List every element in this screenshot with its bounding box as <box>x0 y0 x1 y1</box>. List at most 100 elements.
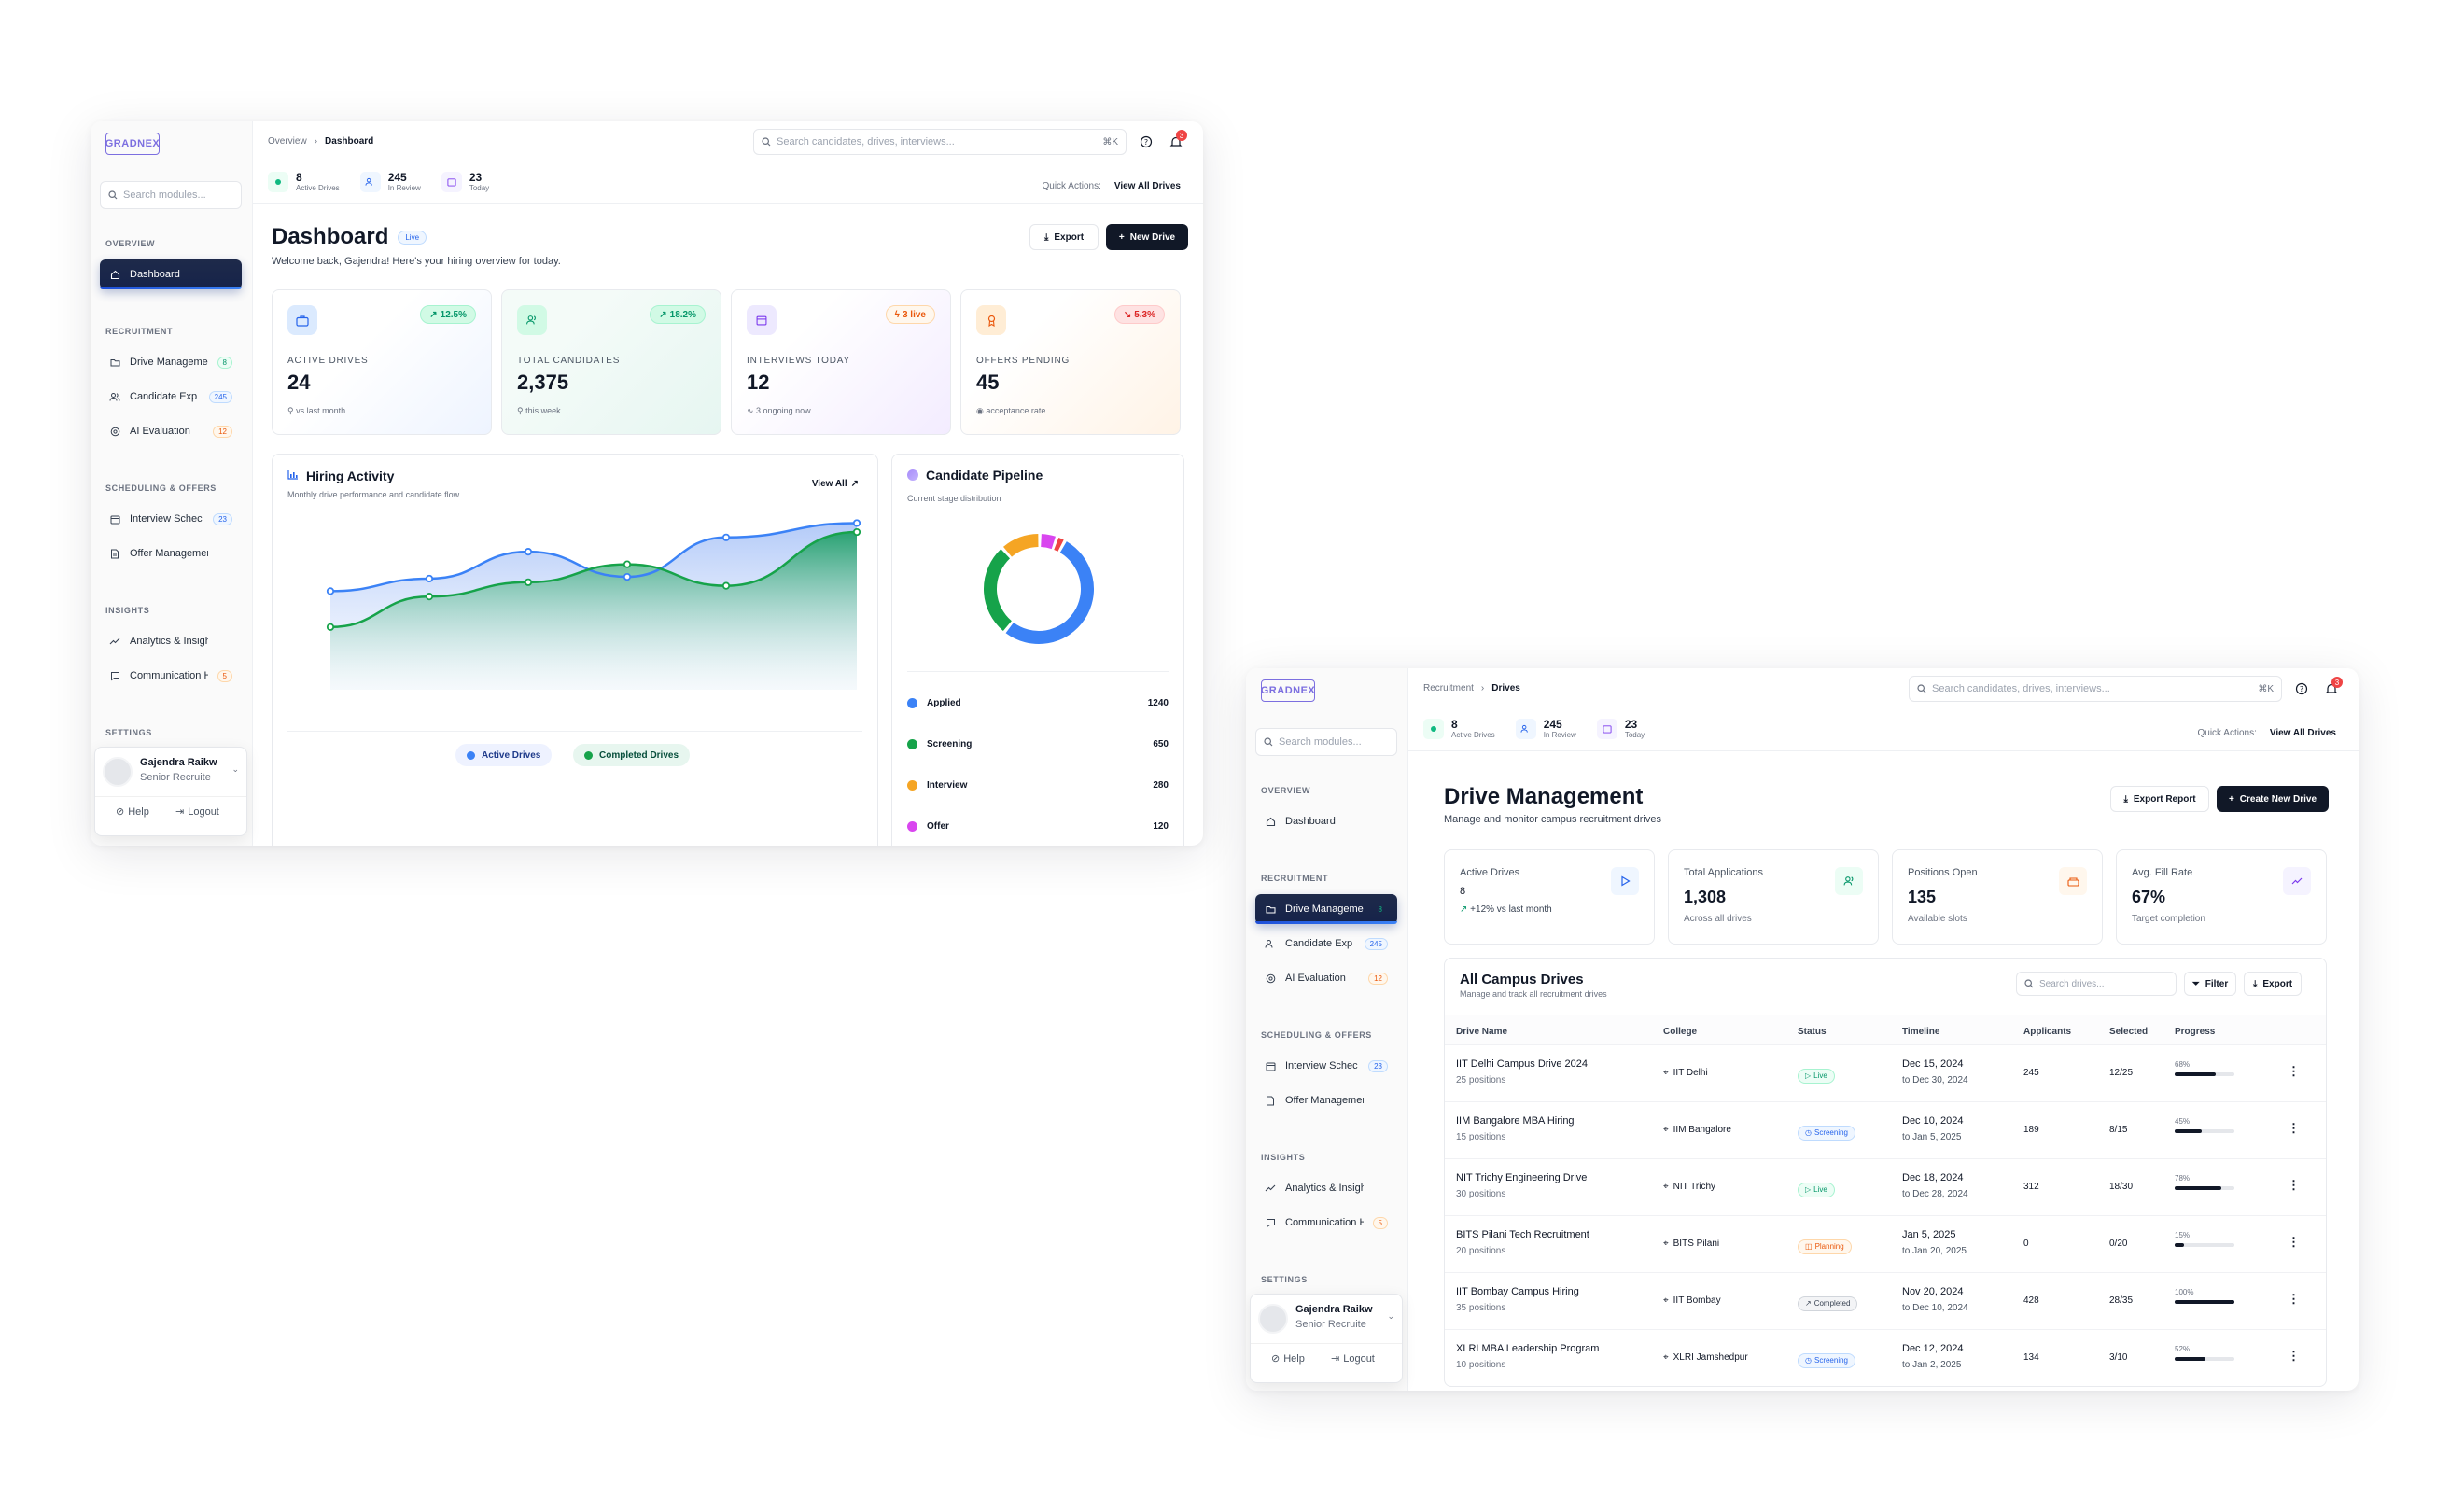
sidebar-item-analytics[interactable]: Analytics & Insights <box>1255 1173 1397 1203</box>
view-all-drives-link[interactable]: View All Drives <box>1113 181 1181 191</box>
export-report-button[interactable]: ⤓ Export Report <box>2110 786 2209 812</box>
user-card[interactable]: Gajendra Raikw Senior Recruite ⌄ ⊘ Help ⇥… <box>94 747 247 836</box>
table-row[interactable]: IIM Bangalore MBA Hiring 15 positions ⌖ IIM… <box>1445 1101 2326 1158</box>
legend-completed-drives[interactable]: Completed Drives <box>573 744 691 766</box>
data-point[interactable] <box>326 587 335 595</box>
donut-slice-screening[interactable] <box>984 549 1013 631</box>
bell-icon[interactable]: 3 <box>2323 677 2343 697</box>
pipeline-row-screening[interactable]: Screening 650 <box>907 735 1169 753</box>
drive-name[interactable]: BITS Pilani Tech Recruitment <box>1456 1229 1589 1240</box>
sidebar-item-candidate-experience[interactable]: Candidate Exp 245 <box>1255 929 1397 959</box>
data-point[interactable] <box>524 548 533 556</box>
drives-search-input[interactable]: Search drives... <box>2016 972 2177 996</box>
data-point[interactable] <box>721 533 731 541</box>
chevron-down-icon[interactable]: ⌄ <box>1387 1311 1394 1321</box>
view-all-link[interactable]: View All ↗ <box>812 479 859 489</box>
column-header[interactable]: Timeline <box>1902 1027 1940 1037</box>
table-row[interactable]: IIT Bombay Campus Hiring 35 positions ⌖ IIT… <box>1445 1272 2326 1329</box>
drive-name[interactable]: IIT Delhi Campus Drive 2024 <box>1456 1058 1589 1070</box>
kpi-card-offers-pending[interactable]: ↘ 5.3% OFFERS PENDING 45 ◉ acceptance rat… <box>960 289 1181 435</box>
more-actions-icon[interactable]: ⋮ <box>2288 1121 2300 1135</box>
data-point[interactable] <box>623 572 632 581</box>
sidebar-item-interview-schedule[interactable]: Interview Schec 23 <box>100 504 242 534</box>
sidebar-item-drive-management[interactable]: Drive Manageme 8 <box>1255 894 1397 924</box>
more-actions-icon[interactable]: ⋮ <box>2288 1178 2300 1192</box>
kpi-card-positions-open[interactable]: Positions Open 135 Available slots <box>1892 849 2103 945</box>
data-point[interactable] <box>852 527 861 537</box>
breadcrumb-parent[interactable]: Recruitment <box>1423 683 1474 693</box>
global-search-input[interactable]: Search candidates, drives, interviews...… <box>753 129 1127 155</box>
drive-name[interactable]: NIT Trichy Engineering Drive <box>1456 1172 1588 1183</box>
logout-button[interactable]: ⇥ Logout <box>1331 1352 1375 1365</box>
pipeline-row-interview[interactable]: Interview 280 <box>907 776 1169 794</box>
more-actions-icon[interactable]: ⋮ <box>2288 1235 2300 1249</box>
logout-button[interactable]: ⇥ Logout <box>175 805 219 819</box>
kpi-card-active-drives[interactable]: ↗ 12.5% ACTIVE DRIVES 24 ⚲ vs last month <box>272 289 492 435</box>
data-point[interactable] <box>623 560 632 568</box>
kpi-card-total-applications[interactable]: Total Applications 1,308 Across all driv… <box>1668 849 1879 945</box>
sidebar-item-offer-management[interactable]: Offer Management <box>1255 1085 1397 1115</box>
sidebar-item-candidate-experience[interactable]: Candidate Exp 245 <box>100 382 242 412</box>
more-actions-icon[interactable]: ⋮ <box>2288 1292 2300 1306</box>
help-button[interactable]: ⊘ Help <box>1271 1352 1305 1365</box>
breadcrumb-parent[interactable]: Overview <box>268 136 307 147</box>
sidebar-item-interview-schedule[interactable]: Interview Schec 23 <box>1255 1051 1397 1081</box>
donut-slice-applied[interactable] <box>1005 541 1094 644</box>
data-point[interactable] <box>425 574 434 583</box>
kpi-card-fill-rate[interactable]: Avg. Fill Rate 67% Target completion <box>2116 849 2327 945</box>
sidebar-item-offer-management[interactable]: Offer Management <box>100 539 242 568</box>
drive-name[interactable]: IIT Bombay Campus Hiring <box>1456 1286 1579 1297</box>
table-row[interactable]: BITS Pilani Tech Recruitment 20 positions… <box>1445 1215 2326 1272</box>
donut-slice-other[interactable] <box>1054 537 1064 552</box>
global-search-input[interactable]: Search candidates, drives, interviews...… <box>1909 676 2282 702</box>
legend-active-drives[interactable]: Active Drives <box>455 744 553 766</box>
donut-slice-offer[interactable] <box>1040 534 1056 550</box>
new-drive-button[interactable]: + New Drive <box>1106 224 1188 250</box>
kpi-card-active-drives[interactable]: Active Drives 8 ↗ +12% vs last month <box>1444 849 1655 945</box>
data-point[interactable] <box>852 519 861 527</box>
pipeline-row-offer[interactable]: Offer 120 <box>907 817 1169 835</box>
user-card[interactable]: Gajendra Raikw Senior Recruite ⌄ ⊘ Help ⇥… <box>1250 1294 1403 1383</box>
sidebar-item-dashboard[interactable]: Dashboard <box>1255 806 1397 836</box>
sidebar-item-communication[interactable]: Communication H 5 <box>1255 1208 1397 1238</box>
donut-slice-interview[interactable] <box>1002 534 1039 557</box>
sidebar-item-communication[interactable]: Communication H 5 <box>100 661 242 691</box>
export-button[interactable]: ⤓ Export <box>1029 224 1099 250</box>
sidebar-item-analytics[interactable]: Analytics & Insights <box>100 626 242 656</box>
help-icon[interactable]: ? <box>2293 680 2310 697</box>
kpi-card-total-candidates[interactable]: ↗ 18.2% TOTAL CANDIDATES 2,375 ⚲ this wee… <box>501 289 721 435</box>
pipeline-row-applied[interactable]: Applied 1240 <box>907 693 1169 712</box>
sidebar-item-ai-evaluation[interactable]: AI Evaluation 12 <box>100 416 242 446</box>
data-point[interactable] <box>524 578 533 586</box>
sidebar-item-ai-evaluation[interactable]: AI Evaluation 12 <box>1255 963 1397 993</box>
column-header[interactable]: Progress <box>2175 1027 2216 1037</box>
view-all-drives-link[interactable]: View All Drives <box>2269 728 2336 738</box>
create-new-drive-button[interactable]: + Create New Drive <box>2217 786 2329 812</box>
column-header[interactable]: Status <box>1798 1027 1827 1037</box>
column-header[interactable]: Drive Name <box>1456 1027 1508 1037</box>
drive-name[interactable]: IIM Bangalore MBA Hiring <box>1456 1115 1575 1127</box>
table-row[interactable]: XLRI MBA Leadership Program 10 positions ⌖… <box>1445 1329 2326 1386</box>
data-point[interactable] <box>721 581 731 590</box>
drive-name[interactable]: XLRI MBA Leadership Program <box>1456 1343 1600 1354</box>
data-point[interactable] <box>326 623 335 631</box>
more-actions-icon[interactable]: ⋮ <box>2288 1349 2300 1363</box>
filter-button[interactable]: ⏷ Filter <box>2184 972 2236 996</box>
help-icon[interactable]: ? <box>1138 133 1155 150</box>
table-row[interactable]: IIT Delhi Campus Drive 2024 25 positions ⌖… <box>1445 1044 2326 1101</box>
column-header[interactable]: College <box>1663 1027 1698 1037</box>
table-export-button[interactable]: ⤓ Export <box>2244 972 2302 996</box>
column-header[interactable]: Applicants <box>2023 1027 2072 1037</box>
sidebar-item-dashboard[interactable]: Dashboard <box>100 259 242 289</box>
sidebar-search-input[interactable]: Search modules... <box>100 181 242 209</box>
chevron-down-icon[interactable]: ⌄ <box>231 764 239 774</box>
help-button[interactable]: ⊘ Help <box>116 805 149 819</box>
data-point[interactable] <box>425 593 434 601</box>
table-row[interactable]: NIT Trichy Engineering Drive 30 positions… <box>1445 1158 2326 1215</box>
bell-icon[interactable]: 3 <box>1168 130 1187 150</box>
sidebar-item-drive-management[interactable]: Drive Manageme 8 <box>100 347 242 377</box>
more-actions-icon[interactable]: ⋮ <box>2288 1064 2300 1078</box>
column-header[interactable]: Selected <box>2109 1027 2149 1037</box>
sidebar-search-input[interactable]: Search modules... <box>1255 728 1397 756</box>
